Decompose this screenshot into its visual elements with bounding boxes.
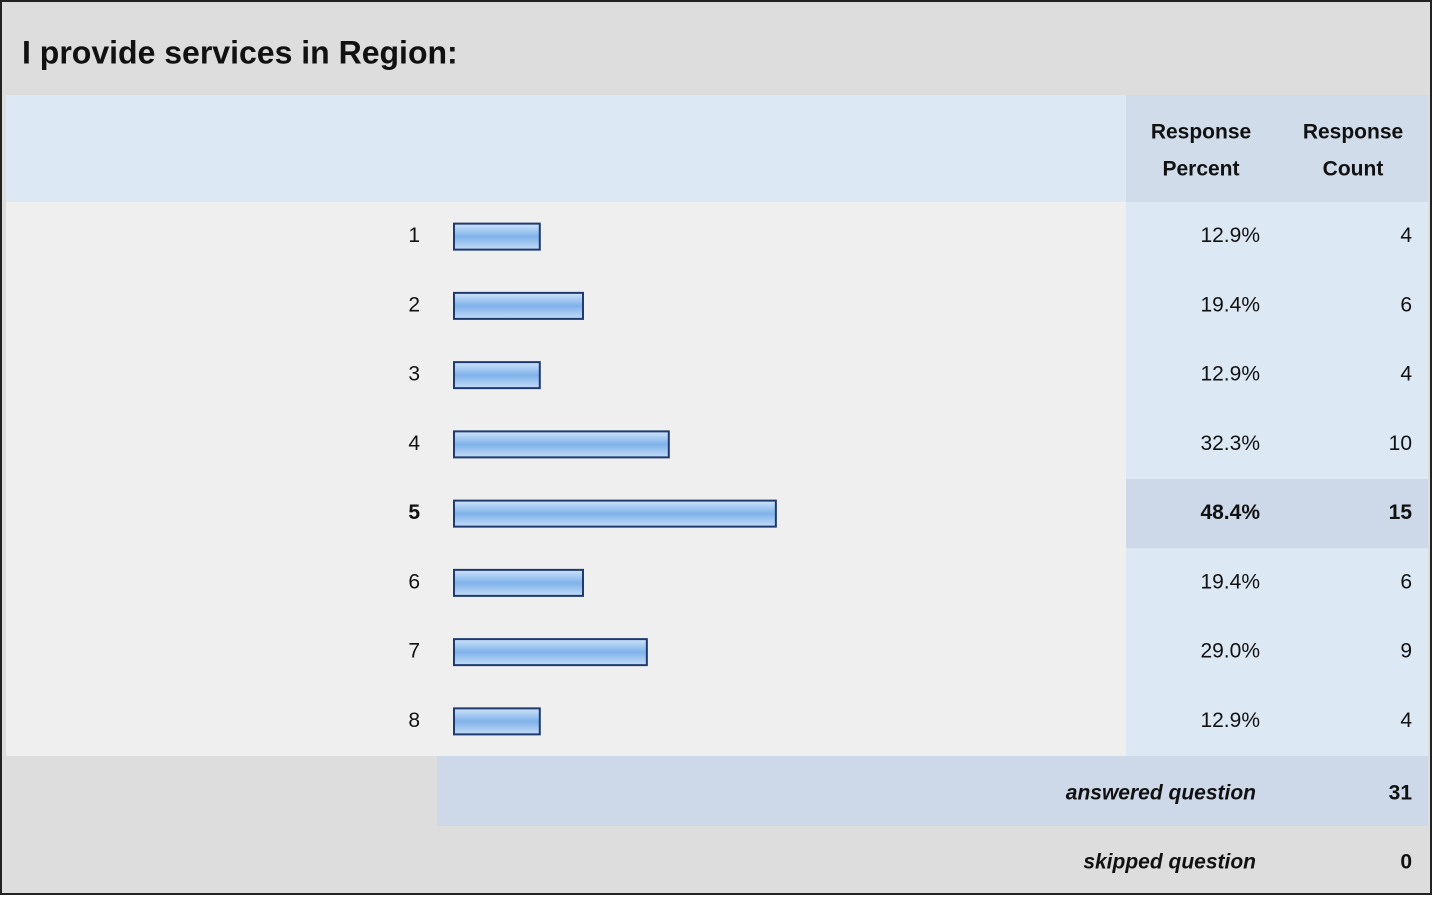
column-header: Count (1323, 158, 1384, 181)
answered-label: answered question (1066, 782, 1256, 805)
row-label: 8 (408, 709, 420, 732)
response-count: 9 (1400, 640, 1412, 663)
column-header: Response (1303, 121, 1403, 144)
response-count: 4 (1400, 224, 1412, 247)
row-label: 7 (408, 640, 420, 663)
bar (453, 499, 777, 528)
answered-count: 31 (1389, 782, 1413, 805)
response-count: 4 (1400, 363, 1412, 386)
column-header: Response (1151, 121, 1251, 144)
answered-row (437, 756, 1428, 826)
row-label: 5 (408, 501, 420, 524)
response-count: 4 (1400, 709, 1412, 732)
header-cells (1126, 95, 1428, 202)
bar (453, 222, 541, 251)
response-count: 15 (1389, 501, 1413, 524)
skipped-label: skipped question (1083, 851, 1256, 874)
rows-left (6, 202, 1126, 756)
row-label: 1 (408, 224, 420, 247)
response-percent: 29.0% (1200, 640, 1260, 663)
response-percent: 19.4% (1200, 293, 1260, 316)
bar (453, 638, 648, 667)
response-percent: 12.9% (1200, 363, 1260, 386)
bar (453, 568, 585, 597)
response-percent: 32.3% (1200, 432, 1260, 455)
response-percent: 12.9% (1200, 224, 1260, 247)
highlight-cell (1126, 479, 1428, 549)
bar (453, 361, 541, 390)
bar (453, 707, 541, 736)
response-count: 6 (1400, 570, 1412, 593)
response-count: 6 (1400, 293, 1412, 316)
row-label: 4 (408, 432, 420, 455)
header-row (6, 95, 1126, 202)
bar (453, 291, 585, 320)
column-header: Percent (1162, 158, 1239, 181)
bar (453, 430, 670, 459)
response-percent: 19.4% (1200, 570, 1260, 593)
row-label: 3 (408, 363, 420, 386)
row-label: 2 (408, 293, 420, 316)
row-label: 6 (408, 570, 420, 593)
response-percent: 48.4% (1200, 501, 1260, 524)
title: I provide services in Region: (22, 34, 458, 70)
skipped-count: 0 (1400, 851, 1412, 874)
response-count: 10 (1389, 432, 1412, 455)
response-percent: 12.9% (1200, 709, 1260, 732)
